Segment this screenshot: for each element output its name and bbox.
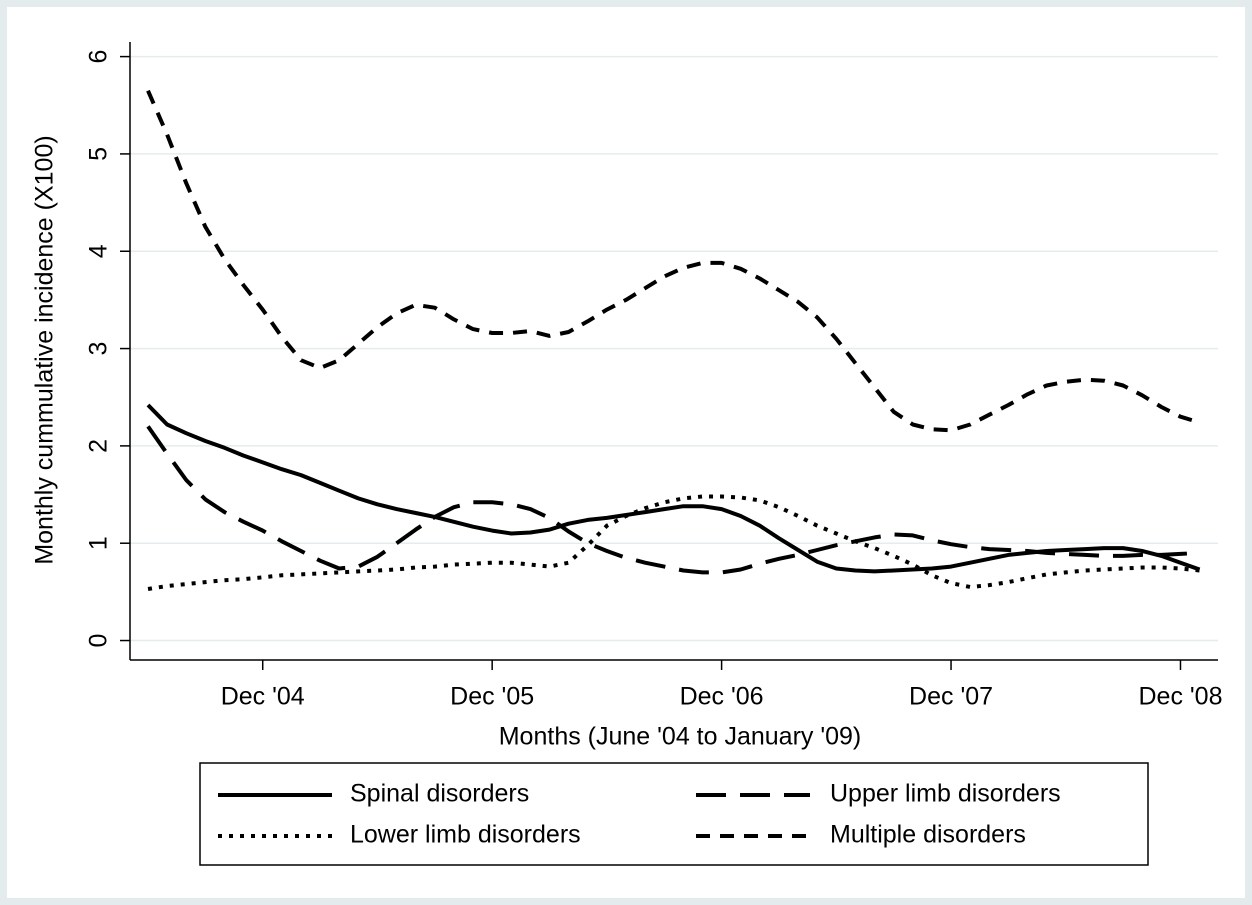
legend-label: Spinal disorders bbox=[350, 780, 529, 808]
x-tick-label: Dec '08 bbox=[1138, 683, 1222, 711]
x-tick-label: Dec '07 bbox=[909, 683, 993, 711]
y-tick-label: 5 bbox=[85, 147, 113, 161]
y-tick-label: 3 bbox=[85, 342, 113, 356]
series-line bbox=[146, 425, 1200, 575]
x-tick-label: Dec '06 bbox=[680, 683, 764, 711]
y-tick-label: 1 bbox=[85, 536, 113, 550]
legend-label: Multiple disorders bbox=[830, 821, 1026, 849]
series-line bbox=[147, 494, 1200, 591]
y-tick-label: 6 bbox=[85, 50, 113, 64]
series-line bbox=[146, 403, 1201, 574]
legend-label: Lower limb disorders bbox=[350, 821, 581, 849]
legend-box bbox=[199, 762, 1149, 866]
y-tick-label: 4 bbox=[85, 244, 113, 258]
series-line bbox=[146, 89, 1201, 433]
x-axis-title: Months (June '04 to January '09) bbox=[499, 723, 862, 751]
y-tick-label: 2 bbox=[85, 439, 113, 453]
plot-region bbox=[130, 42, 1218, 660]
y-tick-label: 0 bbox=[85, 634, 113, 648]
x-tick-label: Dec '05 bbox=[450, 683, 534, 711]
legend-label: Upper limb disorders bbox=[830, 780, 1061, 808]
y-axis-title: Monthly cummulative incidence (X100) bbox=[31, 135, 59, 564]
x-tick-label: Dec '04 bbox=[221, 683, 305, 711]
